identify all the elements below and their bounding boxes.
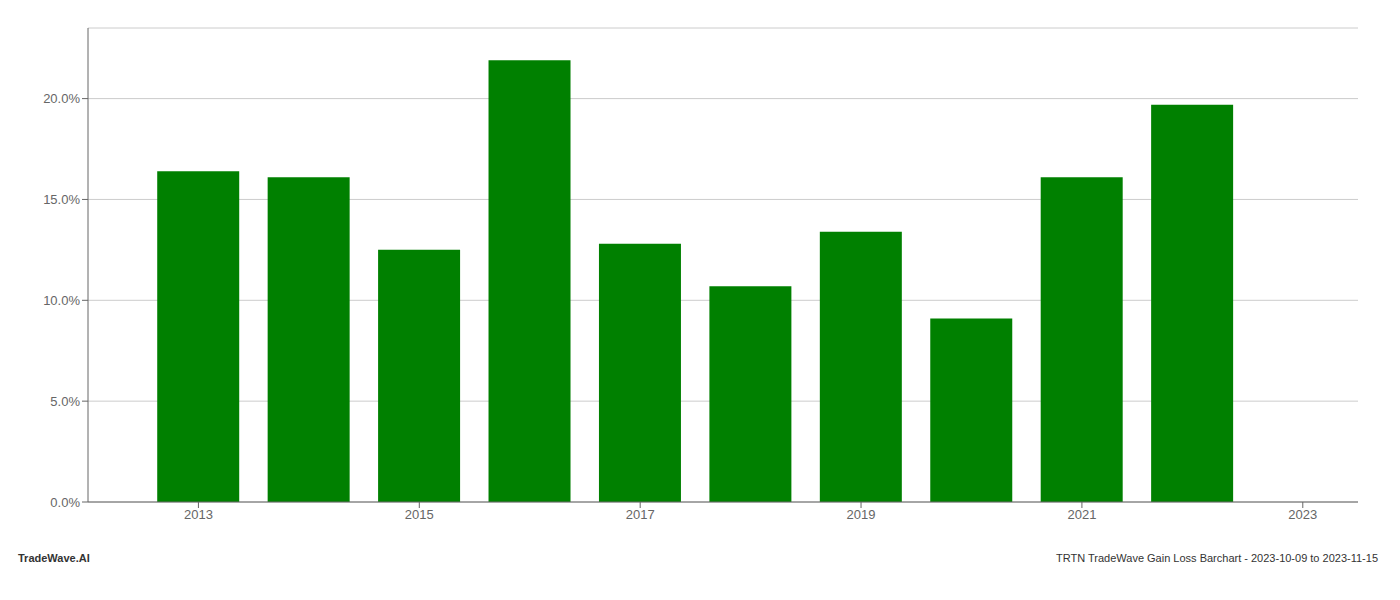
svg-text:0.0%: 0.0% [50,495,80,510]
svg-text:2013: 2013 [184,507,213,522]
svg-text:2015: 2015 [405,507,434,522]
html-text:TRTN TradeWave Gain Loss Barch: TRTN TradeWave Gain Loss Barchart - 2023… [1056,552,1378,564]
svg-text:5.0%: 5.0% [50,394,80,409]
svg-text:2021: 2021 [1067,507,1096,522]
svg-text:20.0%: 20.0% [43,91,80,106]
svg-text:2017: 2017 [626,507,655,522]
svg-text:15.0%: 15.0% [43,192,80,207]
svg-text:10.0%: 10.0% [43,293,80,308]
svg-text:2019: 2019 [847,507,876,522]
html-text:TradeWave.AI: TradeWave.AI [18,552,90,564]
svg-text:2023: 2023 [1288,507,1317,522]
